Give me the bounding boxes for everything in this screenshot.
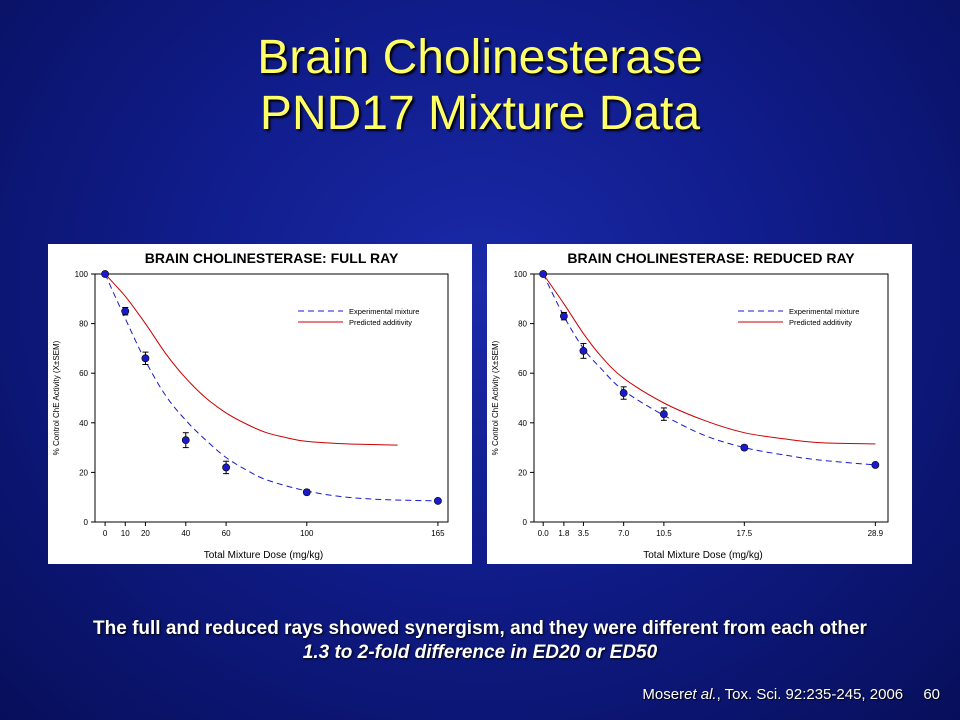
full-ray-xtick-label-5: 100 [300, 529, 314, 538]
citation-etal: et al. [684, 686, 717, 703]
full-ray-data-point-6 [434, 497, 442, 505]
reduced-ray-plot-frame [533, 273, 889, 523]
reduced-ray-ytick-label-2: 40 [518, 419, 527, 428]
full-ray-data-point-5 [302, 488, 311, 497]
reduced-ray-data-point-0 [539, 270, 548, 278]
full-ray-ytick-label-2: 40 [79, 419, 88, 428]
full-ray-data-point-0 [101, 270, 109, 278]
reduced-ray-xtick-label-6: 28.9 [868, 529, 884, 538]
reduced-ray-chart-title: BRAIN CHOLINESTERASE: REDUCED RAY [567, 250, 855, 266]
chart-panel-reduced-ray: BRAIN CHOLINESTERASE: REDUCED RAY 0 20 40 60… [487, 244, 912, 564]
reduced-ray-x-axis-label: Total Mixture Dose (mg/kg) [643, 550, 762, 561]
full-ray-xtick-label-3: 40 [181, 529, 190, 538]
full-ray-legend-label-predicted: Predicted additivity [349, 318, 412, 327]
full-ray-data-point-2 [141, 354, 150, 363]
reduced-ray-data-point-1 [559, 312, 568, 321]
slide-caption: The full and reduced rays showed synergi… [0, 617, 960, 665]
full-ray-plot-frame [94, 273, 449, 523]
caption-line2: 1.3 to 2-fold difference in ED20 or ED50 [302, 642, 658, 663]
reduced-ray-ytick-label-1: 20 [518, 468, 527, 477]
reduced-ray-series-line-1 [542, 273, 876, 445]
reduced-ray-legend-label-predicted: Predicted additivity [789, 318, 852, 327]
reduced-ray-xtick-label-4: 10.5 [656, 529, 672, 538]
reduced-ray-data-point-3 [619, 389, 628, 397]
full-ray-ytick-label-4: 80 [79, 320, 88, 329]
reduced-ray-ytick-label-4: 80 [518, 320, 527, 329]
chart-full-ray: BRAIN CHOLINESTERASE: FULL RAY 0 20 40 60 80 1… [52, 250, 449, 561]
full-ray-data-point-4 [222, 463, 231, 472]
reduced-ray-y-axis-label: % Control ChE Activity (X±SEM) [491, 340, 500, 455]
reduced-ray-data-point-5 [740, 443, 749, 452]
reduced-ray-ytick-label-5: 100 [514, 270, 528, 279]
full-ray-xtick-label-2: 20 [141, 529, 150, 538]
reduced-ray-ytick-label-3: 60 [518, 369, 527, 378]
reduced-ray-xtick-label-0: 0.0 [538, 529, 550, 538]
full-ray-series-line-1 [104, 273, 398, 446]
reduced-ray-data-point-6 [871, 461, 880, 469]
reduced-ray-legend-label-experimental: Experimental mixture [789, 307, 859, 316]
full-ray-legend-label-experimental: Experimental mixture [349, 307, 419, 316]
reduced-ray-data-point-2 [579, 346, 588, 355]
chart-panel-full-ray: BRAIN CHOLINESTERASE: FULL RAY 0 20 40 60 80 1… [48, 244, 472, 564]
slide-title-line2: PND17 Mixture Data [259, 87, 701, 140]
full-ray-data-point-1 [121, 307, 130, 316]
citation: Moseret al., Tox. Sci. 92:235-245, 2006 … [639, 686, 940, 703]
reduced-ray-xtick-label-3: 7.0 [618, 529, 630, 538]
chart-reduced-ray: BRAIN CHOLINESTERASE: REDUCED RAY 0 20 40 60… [491, 250, 889, 561]
reduced-ray-xtick-label-2: 3.5 [578, 529, 590, 538]
full-ray-y-axis-label: % Control ChE Activity (X±SEM) [52, 340, 61, 455]
full-ray-xtick-label-6: 165 [431, 529, 445, 538]
reduced-ray-data-point-4 [659, 410, 668, 419]
full-ray-data-point-3 [181, 436, 190, 445]
reduced-ray-series-line-0 [542, 273, 876, 466]
full-ray-ytick-label-0: 0 [84, 518, 89, 527]
page-number: 60 [923, 686, 940, 703]
slide-title: Brain Cholinesterase PND17 Mixture Data [0, 30, 960, 142]
citation-author: Moser [642, 686, 685, 703]
full-ray-ytick-label-1: 20 [79, 468, 88, 477]
caption-line1: The full and reduced rays showed synergi… [93, 618, 867, 639]
full-ray-xtick-label-1: 10 [121, 529, 130, 538]
full-ray-xtick-label-4: 60 [222, 529, 231, 538]
full-ray-xtick-label-0: 0 [103, 529, 108, 538]
full-ray-x-axis-label: Total Mixture Dose (mg/kg) [204, 550, 323, 561]
full-ray-chart-title: BRAIN CHOLINESTERASE: FULL RAY [145, 250, 399, 266]
full-ray-ytick-label-3: 60 [79, 369, 88, 378]
full-ray-ytick-label-5: 100 [75, 270, 89, 279]
reduced-ray-xtick-label-5: 17.5 [737, 529, 753, 538]
citation-rest: , Tox. Sci. 92:235-245, 2006 [716, 686, 904, 703]
reduced-ray-ytick-label-0: 0 [523, 518, 528, 527]
slide-title-line1: Brain Cholinesterase [257, 31, 703, 84]
reduced-ray-xtick-label-1: 1.8 [558, 529, 570, 538]
